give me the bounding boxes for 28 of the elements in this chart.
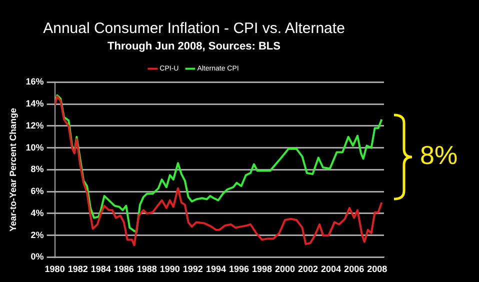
x-tick-label: 1996: [228, 264, 249, 274]
x-tick-label: 1998: [252, 264, 272, 274]
x-tick-label: 2008: [367, 264, 388, 274]
y-tick-label: 14%: [26, 98, 44, 109]
x-tick-label: 1994: [206, 264, 226, 274]
x-tick-label: 2006: [344, 264, 364, 274]
x-tick-label: 2004: [321, 264, 342, 274]
y-tick-label: 0%: [30, 252, 44, 262]
x-tick-label: 1990: [160, 264, 180, 274]
y-tick-label: 10%: [26, 142, 44, 152]
y-tick-label: 6%: [30, 186, 44, 196]
x-tick-label: 1984: [90, 264, 111, 274]
y-tick-label: 8%: [30, 164, 44, 174]
x-tick-label: 1986: [114, 264, 134, 274]
x-tick-label: 1982: [68, 264, 88, 274]
chart-title: Annual Consumer Inflation - CPI vs. Alternate: [43, 20, 345, 38]
x-tick-label: 1980: [44, 264, 65, 274]
text: 8%: [420, 140, 458, 171]
y-axis-title: Year-to-Year Percent Change: [8, 108, 18, 232]
y-tick-label: 4%: [30, 208, 44, 218]
x-tick-label: 2002: [298, 264, 318, 274]
y-tick-label: 16%: [26, 76, 44, 87]
chart-subtitle: Through Jun 2008, Sources: BLS: [108, 40, 280, 53]
y-tick-label: 2%: [30, 230, 44, 240]
x-tick-label: 1992: [182, 264, 203, 274]
x-tick-label: 1988: [136, 264, 157, 274]
x-tick-label: 2000: [275, 264, 296, 274]
y-tick-label: 12%: [26, 120, 44, 130]
